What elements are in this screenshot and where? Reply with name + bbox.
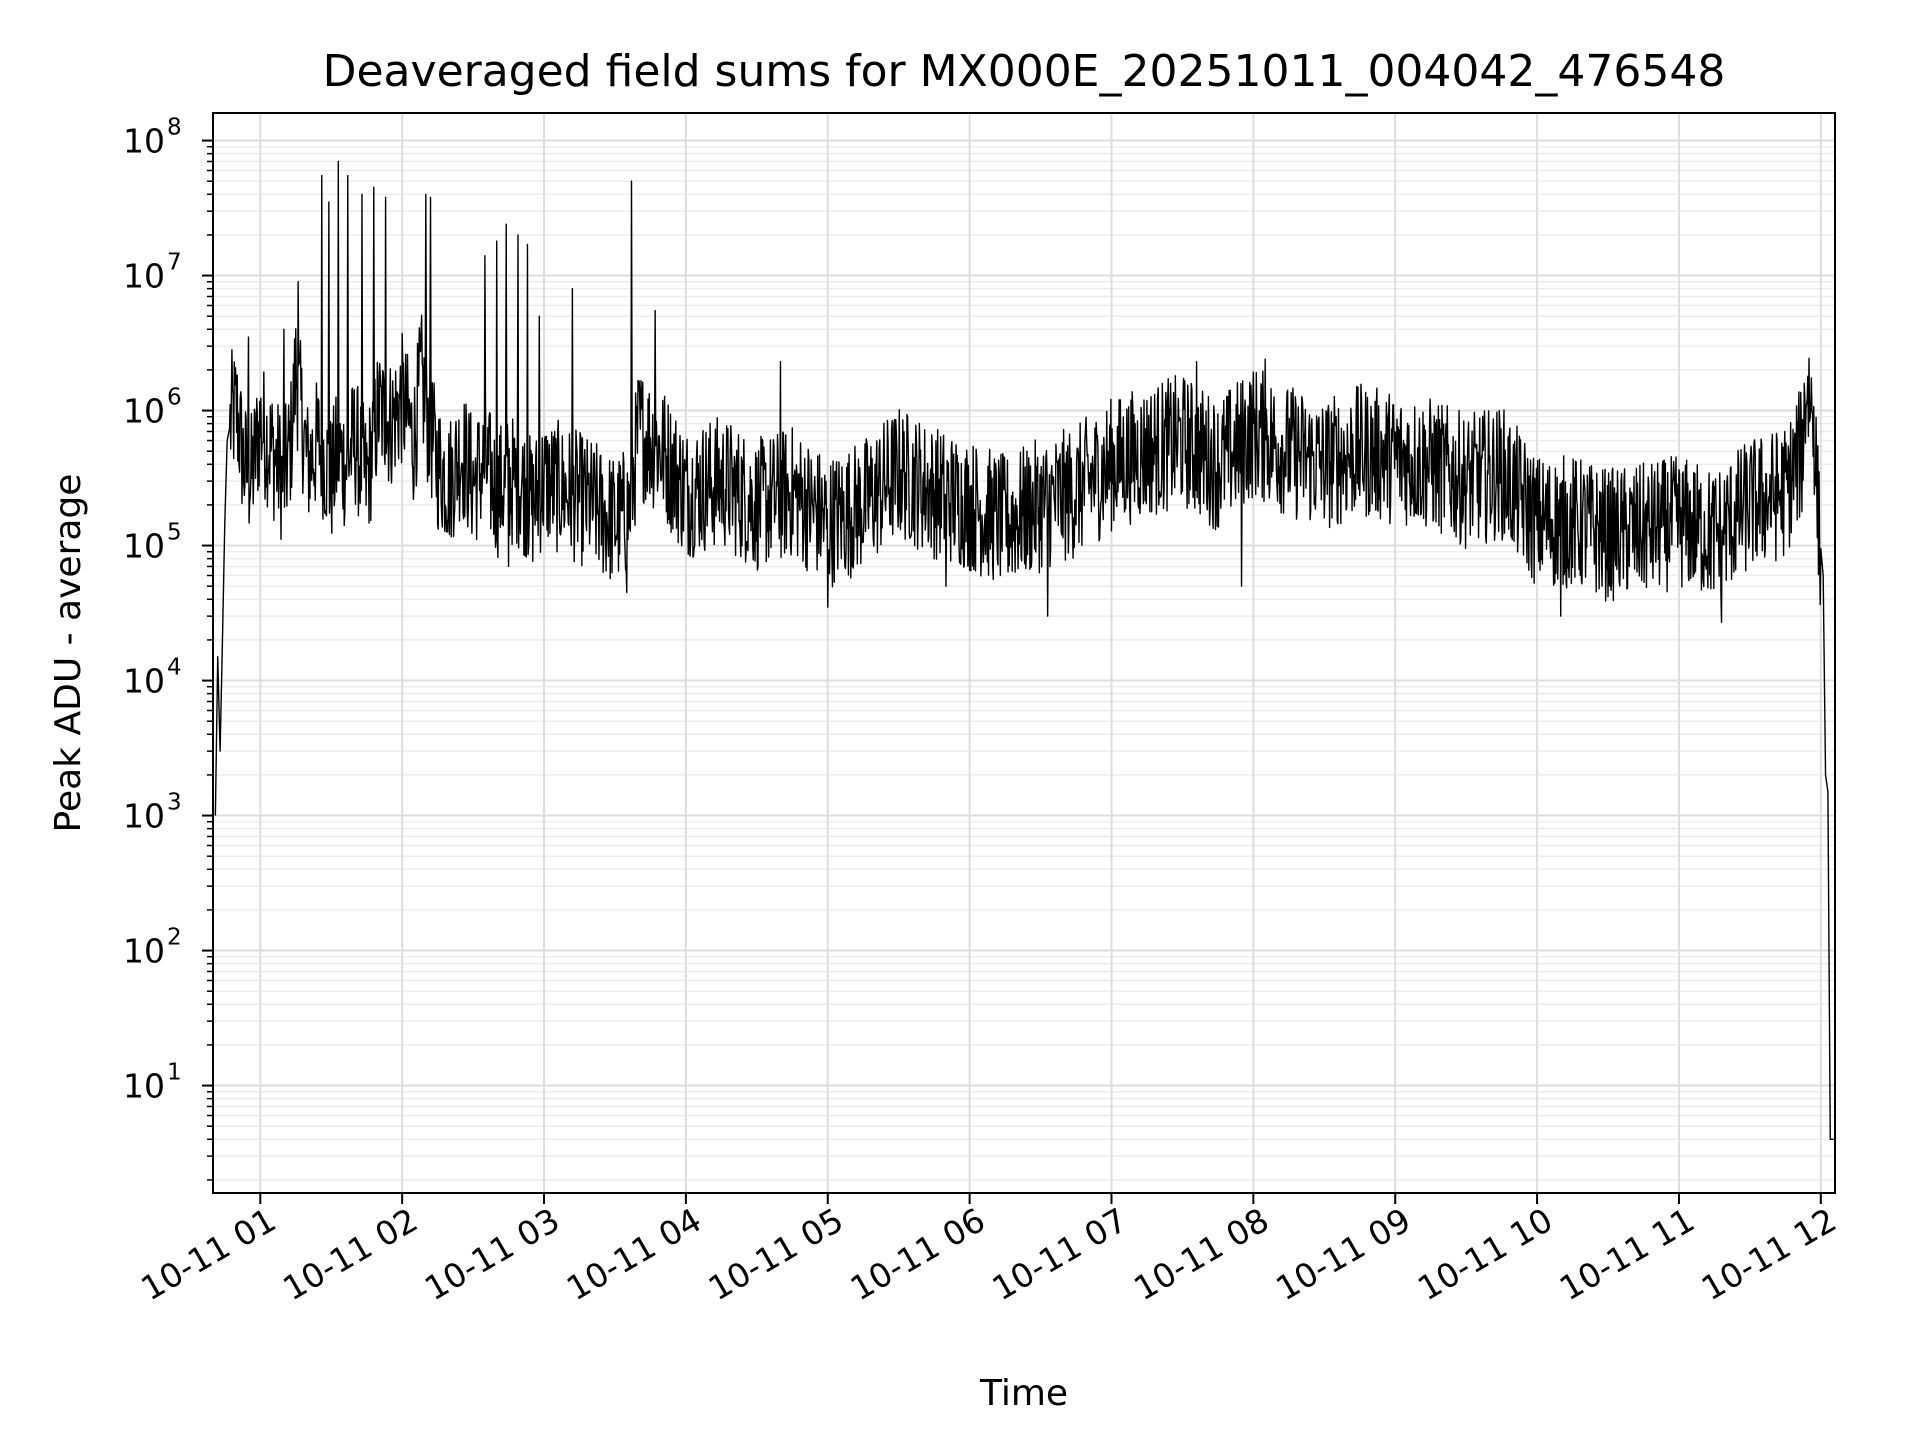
data-series bbox=[214, 160, 1836, 1140]
y-tick-exponent: 2 bbox=[167, 925, 182, 951]
y-tick-exponent: 3 bbox=[167, 790, 182, 816]
y-tick-label: 10 bbox=[123, 392, 165, 431]
y-tick-label: 10 bbox=[123, 797, 165, 836]
major-gridlines bbox=[213, 113, 1835, 1193]
y-tick-label: 10 bbox=[123, 932, 165, 971]
y-axis-label: Peak ADU - average bbox=[48, 474, 89, 833]
y-tick-label: 10 bbox=[123, 1067, 165, 1106]
y-tick-label: 10 bbox=[123, 662, 165, 701]
y-tick-exponent: 8 bbox=[167, 115, 182, 141]
chart-title: Deaveraged field sums for MX000E_2025101… bbox=[323, 46, 1726, 97]
y-tick-exponent: 6 bbox=[167, 385, 182, 411]
y-tick-label: 10 bbox=[123, 257, 165, 296]
y-tick-label: 10 bbox=[123, 527, 165, 566]
x-axis-label: Time bbox=[979, 1373, 1068, 1414]
y-tick-exponent: 4 bbox=[167, 655, 182, 681]
y-tick-label: 10 bbox=[123, 122, 165, 161]
y-tick-exponent: 1 bbox=[167, 1060, 182, 1086]
plot-frame bbox=[212, 112, 1836, 1194]
series-line bbox=[214, 160, 1836, 1140]
y-tick-exponent: 5 bbox=[167, 520, 182, 546]
y-tick-exponent: 7 bbox=[167, 250, 182, 276]
minor-gridlines bbox=[213, 145, 1835, 1181]
